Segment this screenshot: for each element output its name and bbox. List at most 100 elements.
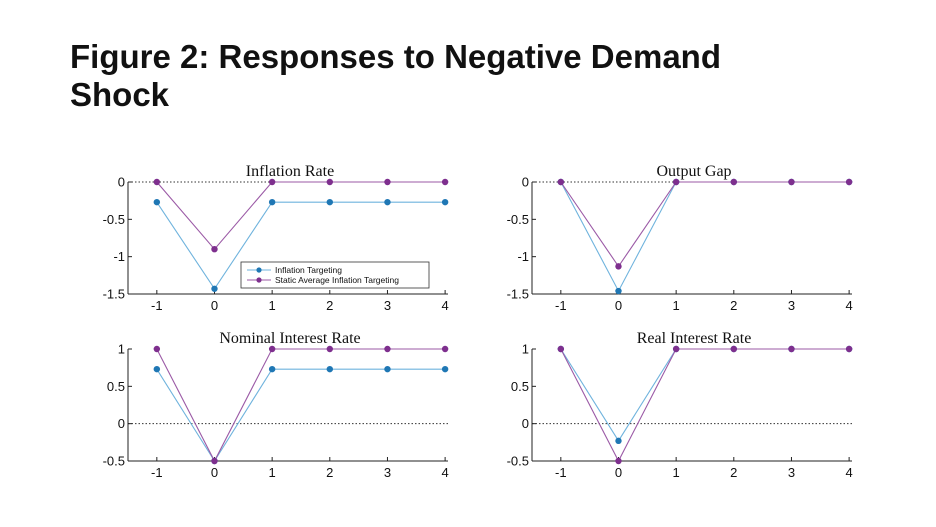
series-line-inflation-targeting: [560, 348, 850, 442]
series-line-inflation-targeting: [156, 368, 446, 463]
x-tick-label: 0: [211, 298, 218, 313]
data-point: [384, 365, 391, 373]
slide-title: Figure 2: Responses to Negative Demand S…: [70, 38, 890, 114]
data-point: [441, 198, 449, 206]
data-point: [211, 246, 218, 253]
panel-title-nominal-interest-rate: Nominal Interest Rate: [219, 330, 360, 347]
data-point: [672, 345, 680, 353]
y-tick-label: -1.5: [507, 287, 529, 302]
x-tick-label: 4: [441, 465, 448, 480]
legend-label: Inflation Targeting: [275, 265, 342, 275]
legend-box: [240, 261, 430, 289]
x-tick-label: 1: [269, 298, 276, 313]
data-point: [615, 287, 622, 295]
x-tick-label: 4: [845, 465, 852, 480]
data-point: [153, 365, 161, 373]
y-tick-label: -0.5: [103, 454, 125, 469]
y-tick-label: -0.5: [103, 212, 125, 227]
x-tick-label: 2: [326, 465, 333, 480]
legend-swatch-marker: [256, 277, 262, 283]
y-tick-label: 1: [118, 342, 125, 357]
data-point: [441, 345, 449, 353]
panel-inflation-rate: Inflation Rate 0 -0.5 -1 -1.5 -1 0 1 2 3 4 Inflatio…: [103, 163, 449, 313]
panel-output-gap: Output Gap 0 -0.5 -1 -1.5 -1 0 1 2 3 4: [507, 163, 853, 313]
data-point: [672, 178, 680, 186]
data-point: [384, 345, 391, 353]
x-tick-label: 0: [211, 465, 218, 480]
series-line-static-ait: [156, 348, 446, 463]
data-point: [845, 345, 853, 353]
data-point: [788, 345, 795, 353]
x-tick-label: -1: [555, 298, 567, 313]
data-point: [268, 198, 276, 206]
y-tick-label: 0: [522, 175, 529, 190]
x-tick-label: 2: [730, 298, 737, 313]
series-line-static-ait: [560, 181, 850, 268]
y-tick-label: 0.5: [511, 379, 529, 394]
x-tick-label: 0: [615, 298, 622, 313]
slide-title-line-2: Shock: [70, 76, 170, 113]
panel-title-output-gap: Output Gap: [656, 163, 731, 180]
x-tick-label: -1: [151, 465, 163, 480]
x-tick-label: 0: [615, 465, 622, 480]
x-tick-label: 4: [441, 298, 448, 313]
data-point: [845, 178, 853, 186]
slide-title-line-1: Figure 2: Responses to Negative Demand: [70, 38, 721, 75]
data-point: [384, 198, 391, 206]
data-point: [441, 178, 449, 186]
x-tick-label: 1: [673, 298, 680, 313]
data-point: [615, 457, 622, 465]
y-tick-label: 0: [118, 175, 125, 190]
data-point: [788, 178, 795, 186]
panel-nominal-interest-rate: Nominal Interest Rate 1 0.5 0 -0.5 -1 0 1 2 3 4: [103, 330, 449, 480]
series-line-static-ait: [560, 348, 850, 463]
series-line-inflation-targeting: [560, 181, 850, 293]
data-point: [153, 345, 161, 353]
data-point: [326, 365, 334, 373]
data-point: [153, 198, 161, 206]
x-tick-label: 1: [269, 465, 276, 480]
data-point: [730, 345, 738, 353]
data-point: [441, 365, 449, 373]
data-point: [153, 178, 161, 186]
x-tick-label: 3: [788, 298, 795, 313]
x-tick-label: 2: [326, 298, 333, 313]
x-tick-label: 3: [384, 298, 391, 313]
x-tick-label: 3: [788, 465, 795, 480]
data-point: [326, 198, 334, 206]
y-tick-label: -1: [113, 249, 125, 264]
data-point: [326, 178, 334, 186]
y-tick-label: 0: [118, 416, 125, 431]
y-tick-label: -0.5: [507, 212, 529, 227]
x-tick-label: 2: [730, 465, 737, 480]
x-tick-label: 3: [384, 465, 391, 480]
series-line-inflation-targeting: [156, 201, 446, 290]
x-tick-label: 4: [845, 298, 852, 313]
data-point: [615, 263, 622, 270]
panel-real-interest-rate: Real Interest Rate 1 0.5 0 -0.5 -1 0 1 2 3 4: [507, 330, 853, 480]
panel-title-real-interest-rate: Real Interest Rate: [637, 330, 752, 347]
data-point: [730, 178, 738, 186]
x-tick-label: -1: [151, 298, 163, 313]
x-tick-label: 1: [673, 465, 680, 480]
y-tick-label: 1: [522, 342, 529, 357]
y-tick-label: -1: [517, 249, 529, 264]
data-point: [384, 178, 391, 186]
data-point: [211, 285, 218, 292]
y-tick-label: -1.5: [103, 287, 125, 302]
series-line-static-ait: [156, 181, 446, 251]
data-point: [268, 365, 276, 373]
legend-label: Static Average Inflation Targeting: [275, 275, 399, 285]
data-point: [268, 178, 276, 186]
panel-title-inflation-rate: Inflation Rate: [246, 163, 334, 180]
data-point: [557, 345, 565, 353]
data-point: [557, 178, 565, 186]
data-point: [211, 457, 218, 465]
y-tick-label: 0.5: [107, 379, 125, 394]
data-point: [268, 345, 276, 353]
data-point: [615, 437, 622, 445]
data-point: [326, 345, 334, 353]
legend-swatch-marker: [256, 267, 262, 273]
